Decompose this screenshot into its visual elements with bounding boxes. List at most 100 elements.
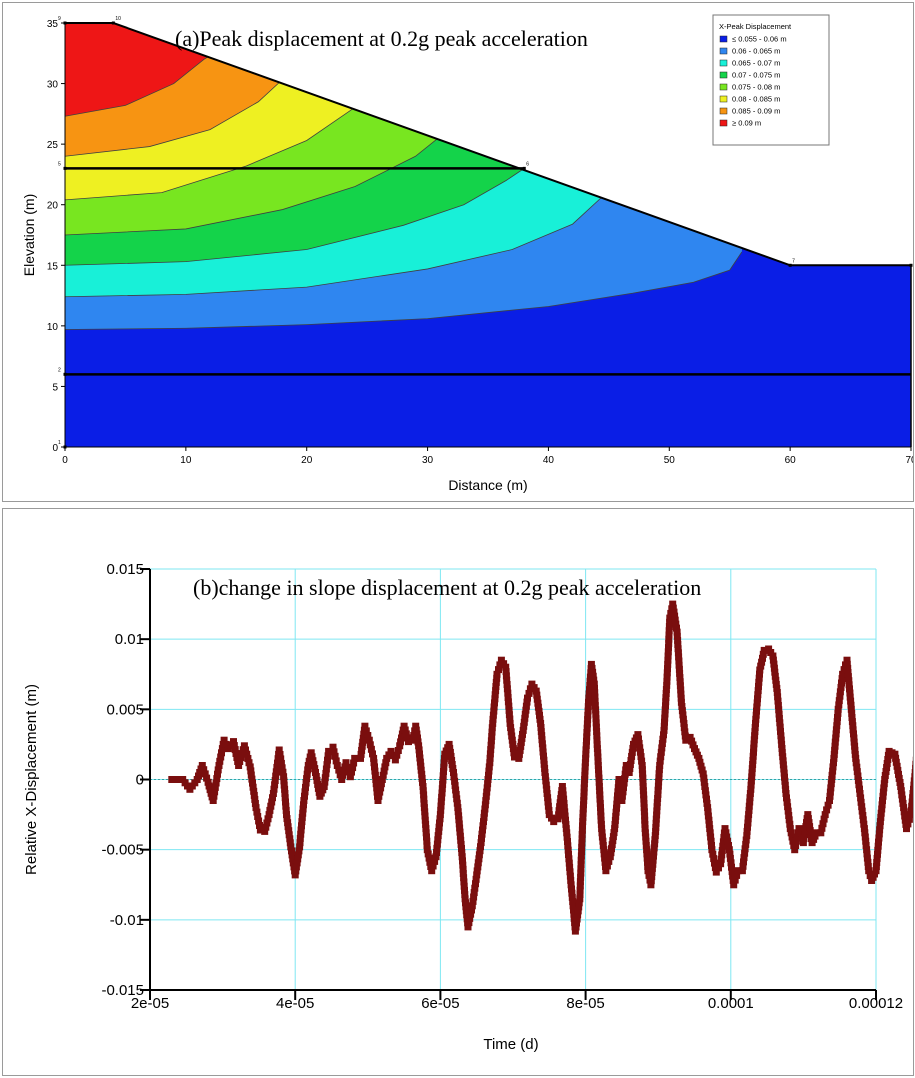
data-point: [218, 745, 226, 753]
data-point: [718, 851, 726, 859]
data-point: [214, 770, 221, 778]
y-tick-label: -0.01: [110, 912, 144, 929]
data-point: [643, 854, 651, 862]
data-point: [434, 832, 442, 840]
node-label: 2: [58, 367, 61, 373]
data-point: [418, 770, 426, 778]
data-point: [582, 750, 590, 758]
data-point: [785, 816, 793, 824]
data-point: [678, 703, 686, 710]
data-point: [751, 732, 759, 740]
data-point: [493, 674, 501, 682]
data-point: [489, 715, 497, 723]
data-point: [776, 723, 784, 731]
data-point: [829, 767, 837, 775]
data-point: [537, 724, 545, 731]
data-point: [875, 838, 882, 846]
data-point: [572, 923, 580, 931]
data-point: [775, 710, 783, 718]
data-point: [538, 736, 546, 744]
data-point: [484, 780, 492, 788]
data-point: [655, 766, 663, 774]
data-point: [891, 750, 899, 758]
data-point: [594, 757, 602, 765]
data-point: [562, 820, 570, 828]
node-marker: [522, 166, 526, 170]
data-point: [826, 797, 833, 804]
data-point: [626, 765, 634, 772]
data-point: [895, 770, 902, 778]
data-point: [628, 748, 636, 756]
data-point: [220, 736, 228, 744]
data-point: [270, 785, 278, 793]
data-point: [879, 797, 886, 805]
data-point: [752, 719, 759, 727]
data-point: [478, 830, 486, 838]
data-point: [576, 895, 584, 903]
data-point: [562, 825, 570, 833]
data-point: [422, 820, 430, 828]
data-point: [486, 759, 494, 767]
data-point: [664, 648, 672, 656]
data-point: [721, 825, 729, 833]
data-point: [569, 902, 577, 910]
y-tick-label: 10: [47, 322, 59, 333]
data-point: [775, 715, 783, 722]
data-point: [568, 885, 575, 893]
data-point: [679, 711, 687, 719]
data-point: [653, 807, 661, 815]
data-point: [533, 695, 541, 703]
y-axis-label: Relative X-Displacement (m): [23, 684, 40, 875]
data-point: [348, 768, 355, 776]
data-point: [665, 644, 672, 652]
data-point: [579, 818, 587, 826]
data-point: [238, 750, 246, 758]
data-point: [749, 756, 757, 764]
data-point: [666, 618, 674, 626]
data-point: [247, 771, 255, 779]
data-point: [745, 811, 753, 819]
data-point: [439, 776, 447, 784]
data-point: [580, 792, 588, 800]
data-point: [669, 600, 677, 608]
data-point: [429, 862, 437, 870]
data-point: [589, 672, 597, 680]
data-point: [912, 760, 913, 768]
data-point: [628, 752, 636, 760]
data-point: [594, 749, 602, 757]
data-point: [680, 724, 688, 732]
data-point: [569, 898, 577, 906]
data-point: [881, 772, 889, 779]
x-tick-label: 6e-05: [421, 995, 459, 1012]
legend-entry-label: ≥ 0.09 m: [732, 119, 761, 128]
data-point: [746, 790, 754, 797]
data-point: [419, 778, 426, 786]
data-point: [300, 801, 307, 809]
legend-entry-label: 0.075 - 0.08 m: [732, 83, 780, 92]
data-point: [660, 726, 668, 734]
data-point: [323, 761, 331, 769]
data-point: [475, 851, 483, 859]
data-point: [586, 677, 594, 685]
data-point: [481, 801, 489, 809]
data-point: [742, 836, 750, 844]
data-point: [433, 844, 441, 852]
data-point: [581, 767, 589, 775]
data-point: [857, 794, 865, 802]
data-point: [753, 703, 761, 711]
data-point: [230, 738, 237, 746]
contour-line: [65, 102, 362, 201]
legend-entry-label: ≤ 0.055 - 0.06 m: [732, 35, 787, 44]
data-point: [262, 823, 270, 831]
data-point: [251, 795, 259, 803]
data-point: [424, 850, 432, 858]
data-point: [420, 791, 428, 799]
legend-swatch: [719, 35, 728, 43]
data-point: [832, 734, 840, 742]
data-point: [876, 822, 884, 830]
data-point: [472, 880, 479, 888]
data-point: [595, 774, 603, 782]
data-point: [454, 804, 462, 812]
x-tick-label: 20: [301, 455, 313, 466]
data-point: [451, 782, 459, 790]
